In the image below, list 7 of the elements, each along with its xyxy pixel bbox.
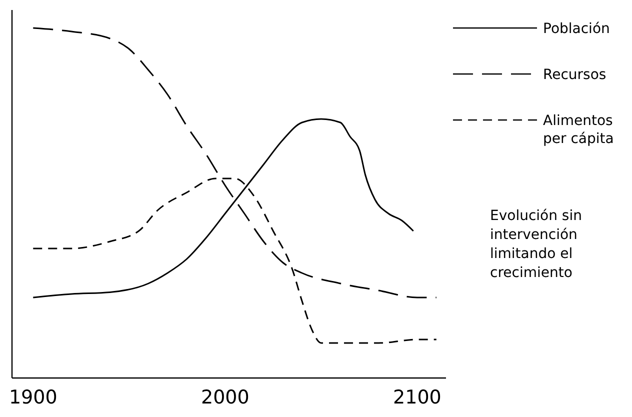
text: Alimentos per cápita [543, 113, 614, 147]
x-tick-label: 2100 [393, 386, 442, 408]
x-tick-label: 2000 [200, 386, 250, 408]
text: Recursos [543, 67, 606, 83]
x-tick-label: 1900 [8, 386, 58, 408]
text: Población [543, 21, 610, 37]
text: Evolución sin intervención limitando el crecimiento [490, 208, 582, 281]
